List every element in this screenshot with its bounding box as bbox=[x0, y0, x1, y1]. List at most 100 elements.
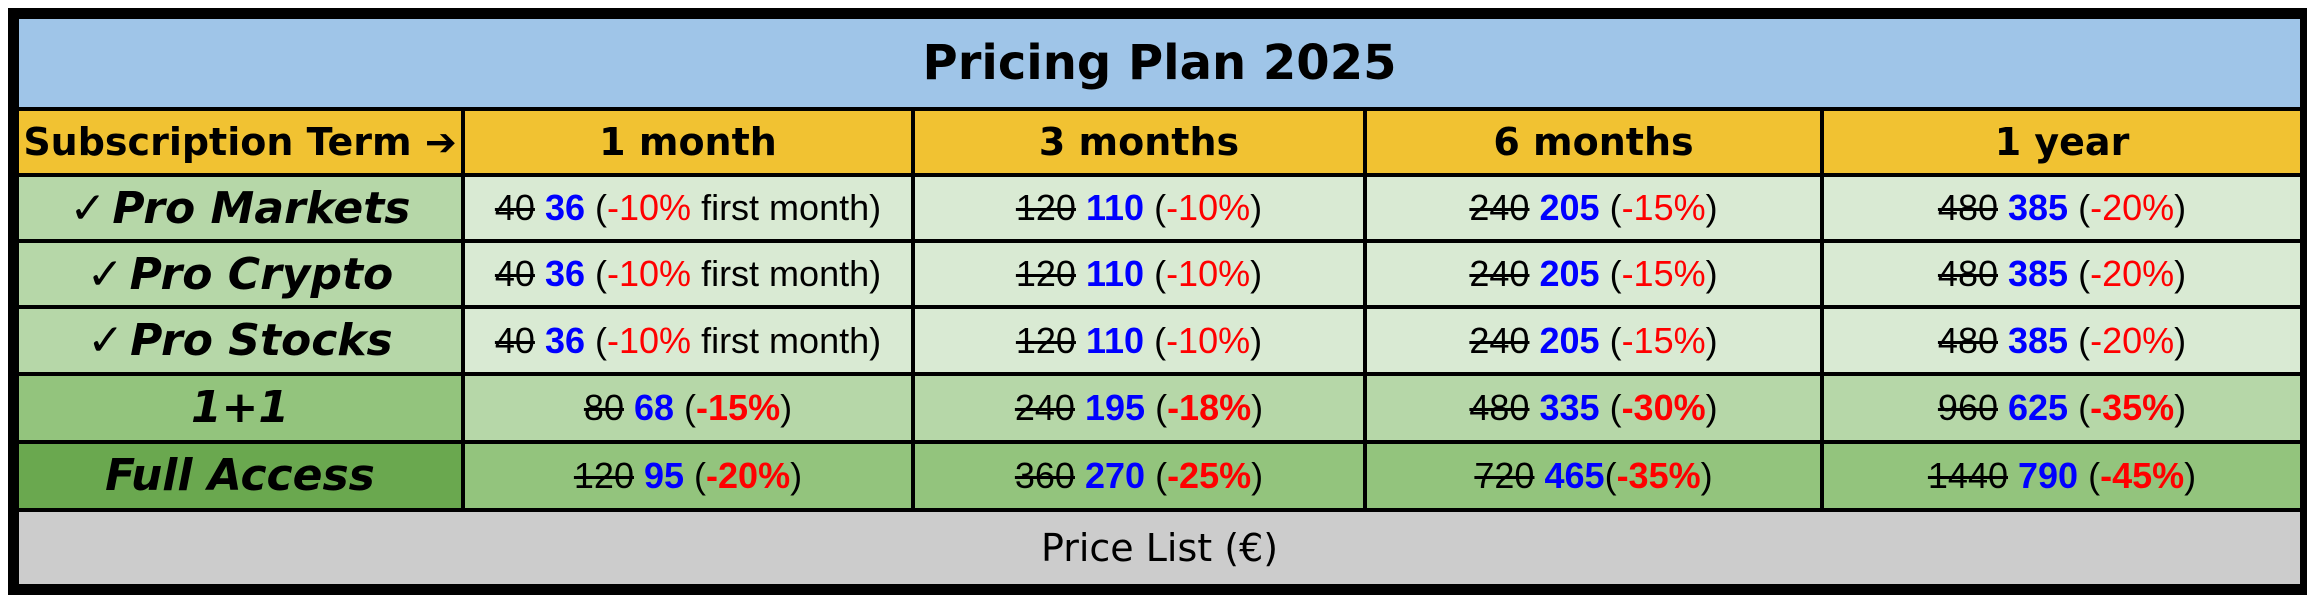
old-price: 960 bbox=[1937, 386, 1998, 428]
price-cell: 360 270 (-25%) bbox=[911, 439, 1367, 512]
discount-note: first month bbox=[701, 253, 870, 295]
old-price: 40 bbox=[494, 187, 535, 229]
table-row: ✓ Pro Crypto 40 36 (-10% first month) 120… bbox=[15, 239, 2305, 310]
old-price: 120 bbox=[1015, 253, 1076, 295]
discount: -35% bbox=[1616, 454, 1701, 496]
price-cell: 120 110 (-10%) bbox=[911, 173, 1367, 244]
discount: -10% bbox=[607, 253, 692, 295]
discount: -20% bbox=[2090, 319, 2175, 361]
discount: -20% bbox=[2090, 253, 2175, 295]
price-cell: 120 95 (-20%) bbox=[461, 439, 915, 512]
discount: -15% bbox=[696, 386, 781, 428]
price-cell: 120 110 (-10%) bbox=[911, 305, 1367, 376]
discount: -20% bbox=[2090, 187, 2175, 229]
old-price: 480 bbox=[1469, 386, 1530, 428]
plan-name: Pro Stocks bbox=[130, 315, 393, 367]
new-price: 110 bbox=[1085, 253, 1145, 295]
new-price: 36 bbox=[544, 319, 585, 361]
old-price: 480 bbox=[1937, 187, 1998, 229]
table-row: ✓ Pro Stocks 40 36 (-10% first month) 120… bbox=[15, 305, 2305, 376]
price-cell: 960 625 (-35%) bbox=[1819, 371, 2305, 444]
term-3-months: 3 months bbox=[911, 107, 1367, 178]
new-price: 205 bbox=[1539, 187, 1600, 229]
new-price: 270 bbox=[1084, 454, 1146, 496]
price-cell: 80 68 (-15%) bbox=[461, 371, 915, 444]
new-price: 195 bbox=[1084, 386, 1146, 428]
new-price: 385 bbox=[2008, 253, 2069, 295]
price-cell: 240 205 (-15%) bbox=[1363, 305, 1824, 376]
old-price: 480 bbox=[1937, 253, 1998, 295]
discount: -10% bbox=[607, 319, 692, 361]
row-label-full-access: Full Access bbox=[15, 439, 465, 512]
old-price: 240 bbox=[1469, 187, 1530, 229]
new-price: 385 bbox=[2008, 187, 2069, 229]
new-price: 110 bbox=[1085, 319, 1145, 361]
old-price: 120 bbox=[1015, 187, 1076, 229]
plan-name: Pro Markets bbox=[112, 182, 411, 234]
discount: -15% bbox=[1621, 187, 1706, 229]
discount: -15% bbox=[1621, 319, 1706, 361]
check-icon: ✓ bbox=[69, 182, 107, 234]
pricing-table-frame: Pricing Plan 2025 Subscription Term ➔ 1 … bbox=[8, 8, 2307, 595]
new-price: 36 bbox=[544, 187, 585, 229]
table-row: Full Access 120 95 (-20%) 360 270 (-25%)… bbox=[15, 439, 2305, 512]
new-price: 205 bbox=[1539, 319, 1600, 361]
old-price: 1440 bbox=[1927, 454, 2008, 496]
price-list-footer: Price List (€) bbox=[14, 507, 2305, 589]
old-price: 120 bbox=[1015, 319, 1076, 361]
table-title: Pricing Plan 2025 bbox=[14, 14, 2305, 112]
table-row: ✓ Pro Markets 40 36 (-10% first month) 12… bbox=[15, 173, 2305, 244]
old-price: 720 bbox=[1474, 454, 1535, 496]
price-cell: 120 110 (-10%) bbox=[911, 239, 1367, 310]
term-6-months: 6 months bbox=[1363, 107, 1824, 178]
new-price: 465 bbox=[1544, 454, 1605, 496]
discount: -18% bbox=[1167, 386, 1252, 428]
old-price: 40 bbox=[494, 253, 535, 295]
new-price: 335 bbox=[1539, 386, 1600, 428]
old-price: 120 bbox=[573, 454, 634, 496]
row-label-pro-markets: ✓ Pro Markets bbox=[15, 173, 465, 244]
new-price: 95 bbox=[644, 454, 685, 496]
price-cell: 1440 790 (-45%) bbox=[1819, 439, 2305, 512]
new-price: 625 bbox=[2008, 386, 2069, 428]
new-price: 68 bbox=[633, 386, 675, 428]
price-cell: 720 465(-35%) bbox=[1363, 439, 1824, 512]
old-price: 40 bbox=[494, 319, 535, 361]
term-1-year: 1 year bbox=[1819, 107, 2305, 178]
new-price: 385 bbox=[2008, 319, 2069, 361]
old-price: 480 bbox=[1937, 319, 1998, 361]
pricing-table: Pricing Plan 2025 Subscription Term ➔ 1 … bbox=[14, 14, 2305, 589]
row-label-pro-crypto: ✓ Pro Crypto bbox=[15, 239, 465, 310]
price-cell: 40 36 (-10% first month) bbox=[461, 305, 915, 376]
discount: -30% bbox=[1621, 386, 1706, 428]
old-price: 240 bbox=[1469, 253, 1530, 295]
plan-name: Pro Crypto bbox=[129, 248, 394, 300]
new-price: 205 bbox=[1539, 253, 1600, 295]
term-header: Subscription Term ➔ bbox=[15, 107, 465, 178]
old-price: 360 bbox=[1014, 454, 1075, 496]
discount-note: first month bbox=[701, 187, 870, 229]
discount: -10% bbox=[1166, 319, 1251, 361]
price-cell: 480 385 (-20%) bbox=[1819, 173, 2305, 244]
discount: -10% bbox=[607, 187, 692, 229]
row-label-1-plus-1: 1+1 bbox=[15, 371, 465, 444]
price-cell: 480 335 (-30%) bbox=[1363, 371, 1824, 444]
old-price: 80 bbox=[583, 386, 624, 428]
price-cell: 240 205 (-15%) bbox=[1363, 173, 1824, 244]
new-price: 110 bbox=[1085, 187, 1145, 229]
term-1-month: 1 month bbox=[461, 107, 915, 178]
discount: -20% bbox=[706, 454, 791, 496]
price-cell: 40 36 (-10% first month) bbox=[461, 239, 915, 310]
discount: -35% bbox=[2090, 386, 2175, 428]
price-cell: 240 205 (-15%) bbox=[1363, 239, 1824, 310]
old-price: 240 bbox=[1469, 319, 1530, 361]
price-cell: 240 195 (-18%) bbox=[911, 371, 1367, 444]
discount: -15% bbox=[1621, 253, 1706, 295]
price-cell: 480 385 (-20%) bbox=[1819, 239, 2305, 310]
row-label-pro-stocks: ✓ Pro Stocks bbox=[15, 305, 465, 376]
check-icon: ✓ bbox=[87, 315, 125, 367]
check-icon: ✓ bbox=[86, 248, 124, 300]
old-price: 240 bbox=[1014, 386, 1075, 428]
price-cell: 40 36 (-10% first month) bbox=[461, 173, 915, 244]
price-cell: 480 385 (-20%) bbox=[1819, 305, 2305, 376]
